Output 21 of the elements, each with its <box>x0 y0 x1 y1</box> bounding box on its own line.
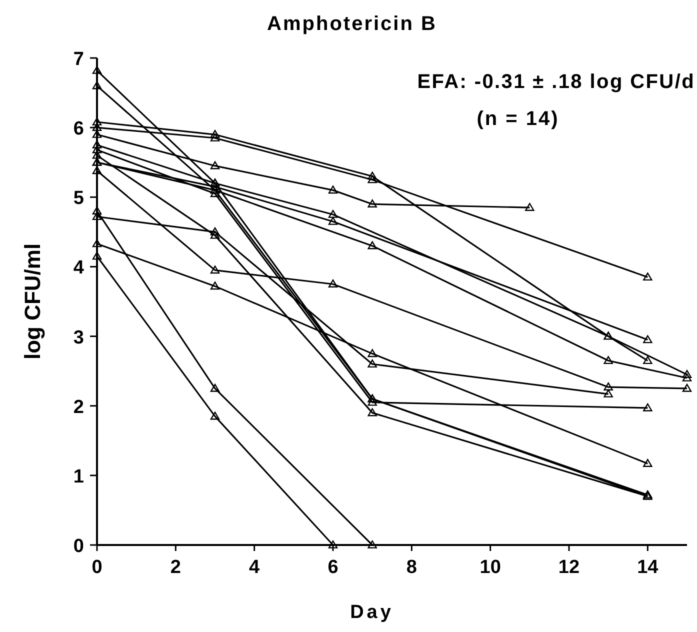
x-tick-label: 4 <box>249 557 260 578</box>
y-tick-label: 3 <box>73 327 84 348</box>
x-tick-label: 8 <box>406 557 417 578</box>
x-tick-label: 12 <box>558 557 580 578</box>
x-tick-label: 6 <box>328 557 338 578</box>
y-tick-label: 4 <box>73 258 84 279</box>
y-tick-label: 7 <box>73 49 84 70</box>
x-axis-title: Day <box>350 602 394 623</box>
y-axis-title: log CFU/ml <box>20 243 45 360</box>
x-tick-label: 10 <box>480 557 501 578</box>
x-tick-label: 14 <box>637 557 659 578</box>
x-tick-label: 0 <box>92 557 102 578</box>
chart-title: Amphotericin B <box>267 13 437 35</box>
x-tick-label: 2 <box>170 557 181 578</box>
y-tick-label: 2 <box>73 396 84 418</box>
y-tick-label: 0 <box>73 536 84 557</box>
y-tick-label: 5 <box>73 188 84 210</box>
annotation: EFA: -0.31 ± .18 log CFU/d <box>417 71 695 93</box>
annotation: (n = 14) <box>476 108 560 130</box>
y-tick-label: 1 <box>73 466 84 488</box>
y-tick-label: 6 <box>73 118 84 140</box>
